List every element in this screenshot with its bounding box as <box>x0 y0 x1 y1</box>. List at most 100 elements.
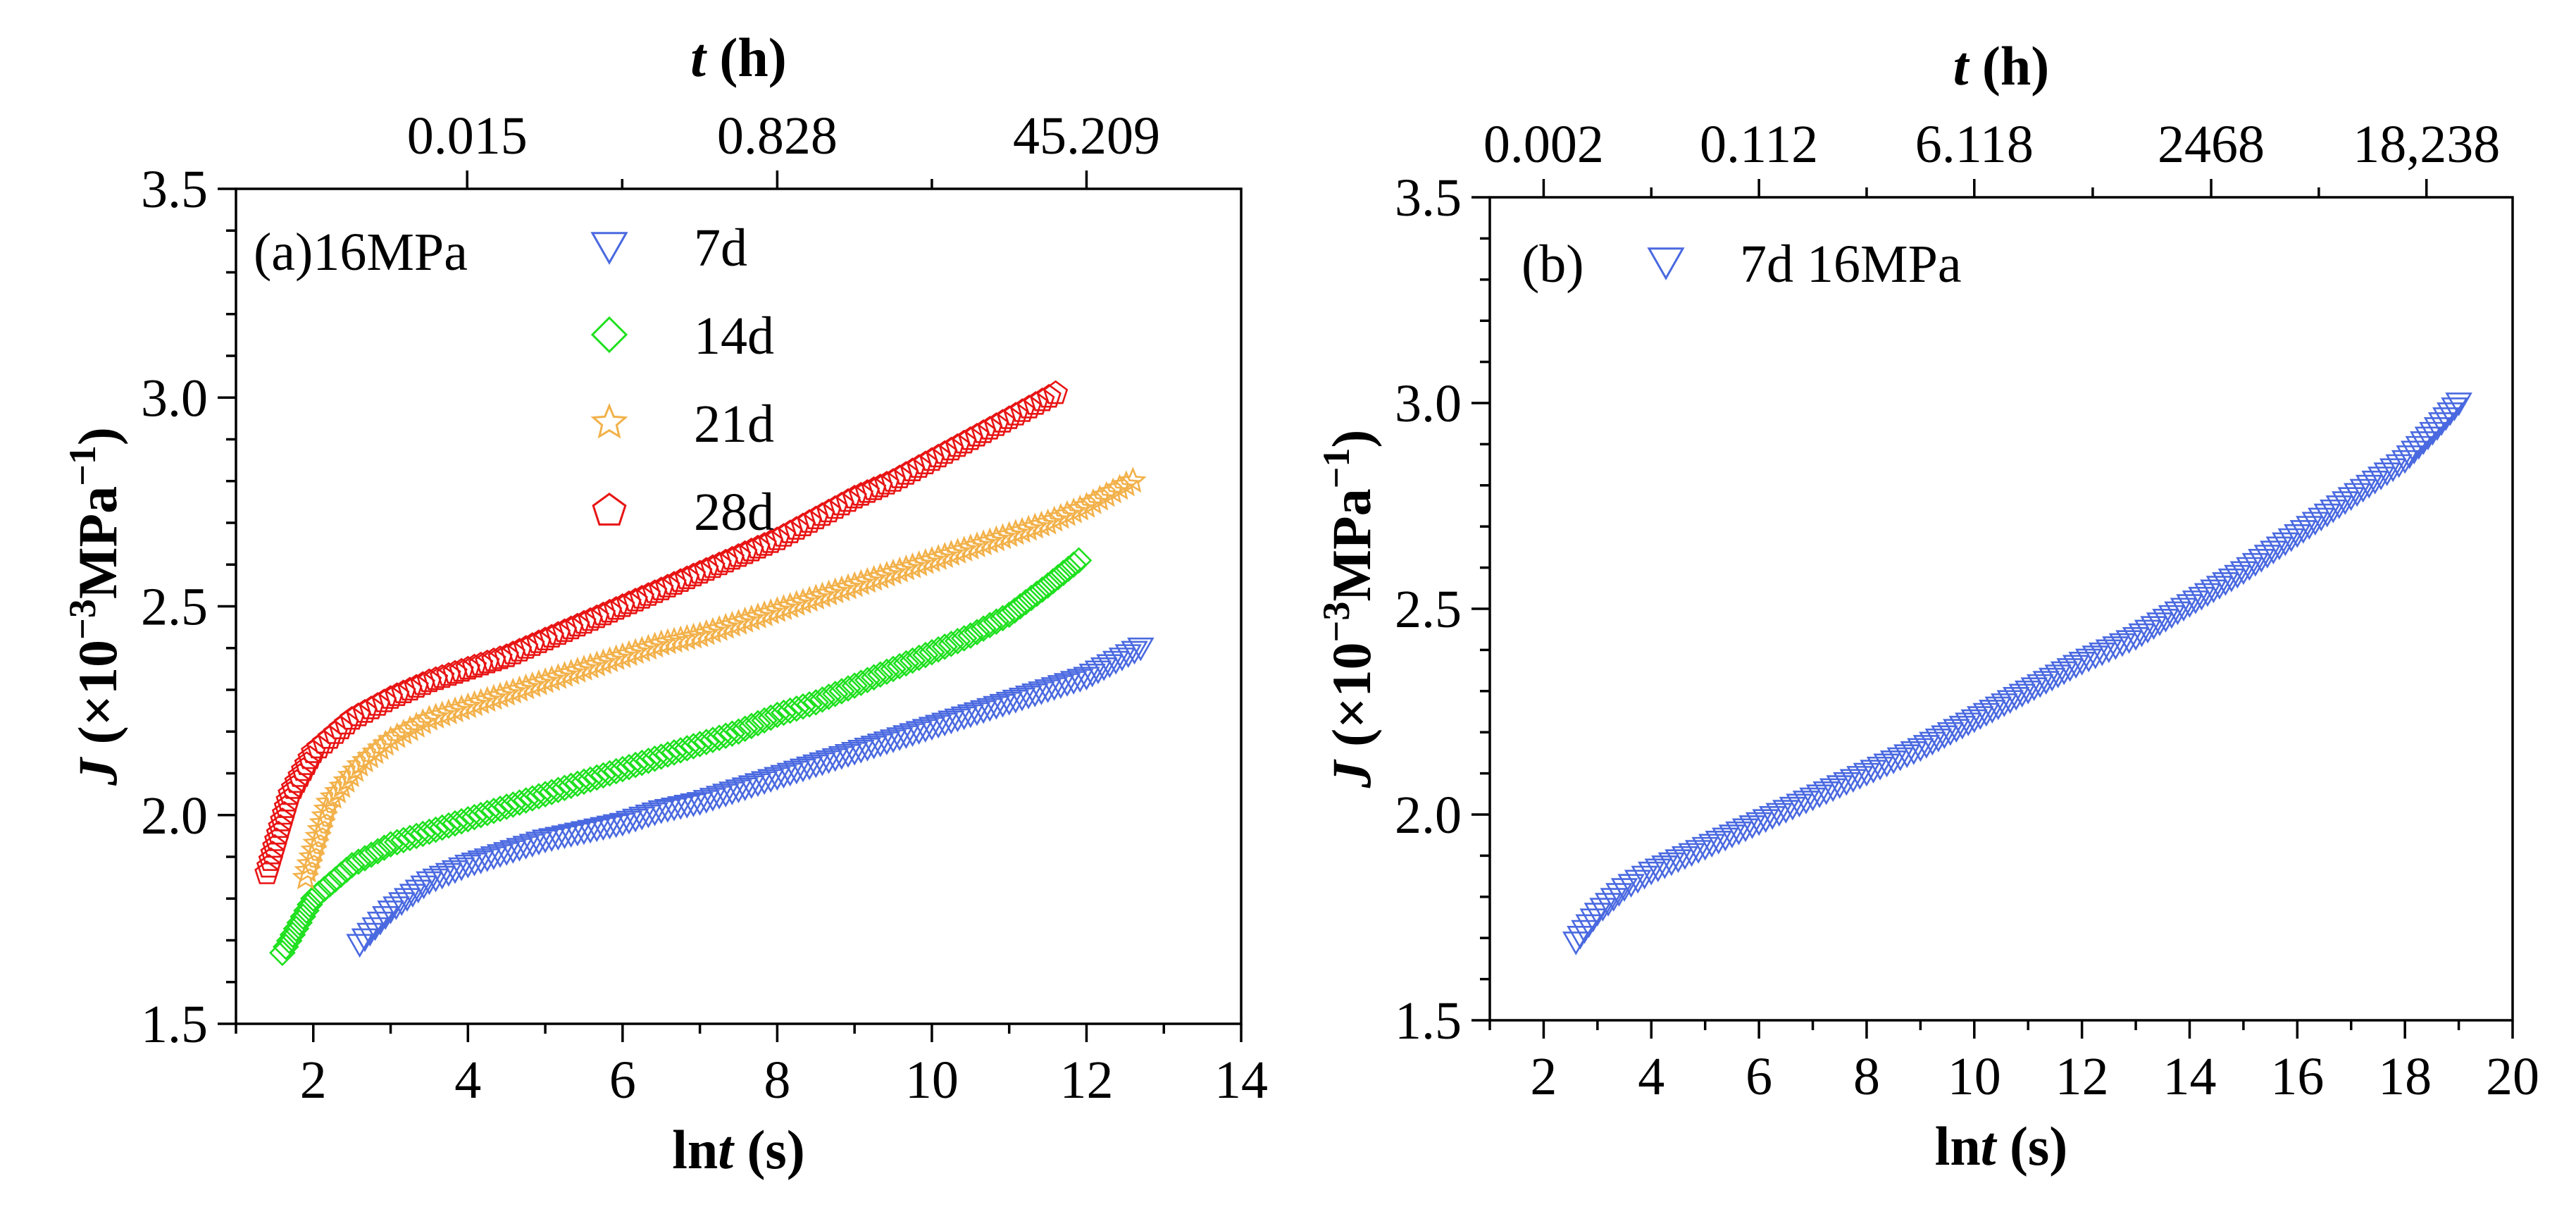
data-point <box>2379 458 2407 483</box>
data-point <box>926 443 951 468</box>
data-point <box>2332 491 2359 515</box>
data-point <box>1096 654 1124 679</box>
data-point <box>2217 568 2246 593</box>
legend-marker <box>590 232 628 265</box>
data-point <box>873 658 900 686</box>
data-point <box>258 847 284 871</box>
x-tick-label: 12 <box>2055 1047 2109 1106</box>
x-tick-label: 6 <box>1746 1047 1772 1106</box>
data-point <box>764 701 791 729</box>
data-point <box>692 790 721 814</box>
data-point <box>661 739 687 766</box>
data-point <box>1967 706 1994 730</box>
data-point <box>809 686 836 713</box>
data-point <box>866 661 894 688</box>
data-point <box>2385 454 2413 478</box>
data-point <box>1846 766 1874 790</box>
data-point <box>545 776 572 804</box>
data-point <box>1127 637 1155 662</box>
data-point <box>757 704 785 731</box>
data-point <box>621 808 649 833</box>
data-point <box>2170 598 2198 622</box>
data-point <box>596 760 623 787</box>
data-point <box>2241 552 2270 577</box>
data-point <box>892 725 920 749</box>
data-point <box>359 695 384 719</box>
data-point <box>306 815 335 842</box>
data-point <box>570 821 598 846</box>
data-point <box>609 755 636 783</box>
data-point <box>976 612 1004 639</box>
legend-label: 21d <box>694 395 774 454</box>
data-point <box>731 715 759 743</box>
data-point <box>2176 594 2203 618</box>
data-point <box>480 797 507 824</box>
data-point <box>809 502 835 526</box>
data-point <box>492 842 521 866</box>
data-point <box>351 928 379 953</box>
data-point <box>913 450 938 475</box>
data-point <box>1605 883 1633 907</box>
data-point <box>346 702 371 726</box>
data-point <box>493 793 521 820</box>
data-point <box>2432 407 2460 431</box>
data-point <box>1684 840 1712 864</box>
data-point <box>2050 661 2078 686</box>
data-point <box>924 714 952 739</box>
data-point <box>2325 495 2353 519</box>
y-tick-label: 3.5 <box>141 160 208 219</box>
data-point <box>467 801 494 829</box>
data-point <box>1040 568 1066 595</box>
data-point <box>1745 812 1773 836</box>
data-point <box>1979 700 2006 724</box>
data-point <box>1050 559 1077 586</box>
data-point <box>815 750 842 774</box>
data-point <box>2014 680 2042 705</box>
data-point <box>486 844 514 868</box>
data-point <box>299 885 327 912</box>
data-point <box>995 601 1023 629</box>
data-point <box>834 743 862 768</box>
data-point <box>2182 590 2210 614</box>
data-point <box>1873 753 1900 778</box>
data-point <box>309 808 337 835</box>
y-tick-label: 2.0 <box>1395 786 1462 845</box>
data-point <box>647 800 675 824</box>
data-point <box>1900 741 1928 765</box>
data-point <box>2414 426 2442 451</box>
data-point <box>738 775 766 800</box>
data-point <box>1805 784 1834 809</box>
data-point <box>899 647 926 674</box>
data-point <box>905 721 933 745</box>
data-point <box>596 815 623 840</box>
data-point <box>371 834 398 861</box>
data-point <box>290 757 316 781</box>
data-point <box>938 710 965 735</box>
data-point <box>260 840 285 865</box>
data-point <box>390 827 417 854</box>
data-point <box>1007 593 1034 620</box>
data-point <box>531 829 559 854</box>
data-point <box>860 664 888 691</box>
data-point <box>2289 520 2317 544</box>
data-point <box>2284 524 2311 548</box>
x-tick-label: 10 <box>1948 1047 2001 1106</box>
legend-label: 14d <box>694 307 774 366</box>
data-point <box>1879 750 1908 774</box>
data-point <box>873 731 901 755</box>
data-point <box>538 779 566 805</box>
data-point <box>416 871 443 896</box>
data-point <box>821 748 849 772</box>
data-point <box>387 892 416 916</box>
data-point <box>628 749 656 776</box>
data-point <box>925 636 952 663</box>
data-point <box>1002 689 1030 714</box>
y-tick-label: 1.5 <box>1395 991 1462 1051</box>
data-point <box>1943 719 1970 743</box>
data-point <box>361 917 389 941</box>
data-point <box>731 777 759 802</box>
data-point <box>269 939 296 967</box>
data-point <box>790 512 816 536</box>
data-point <box>282 915 310 942</box>
data-point <box>1084 660 1112 685</box>
